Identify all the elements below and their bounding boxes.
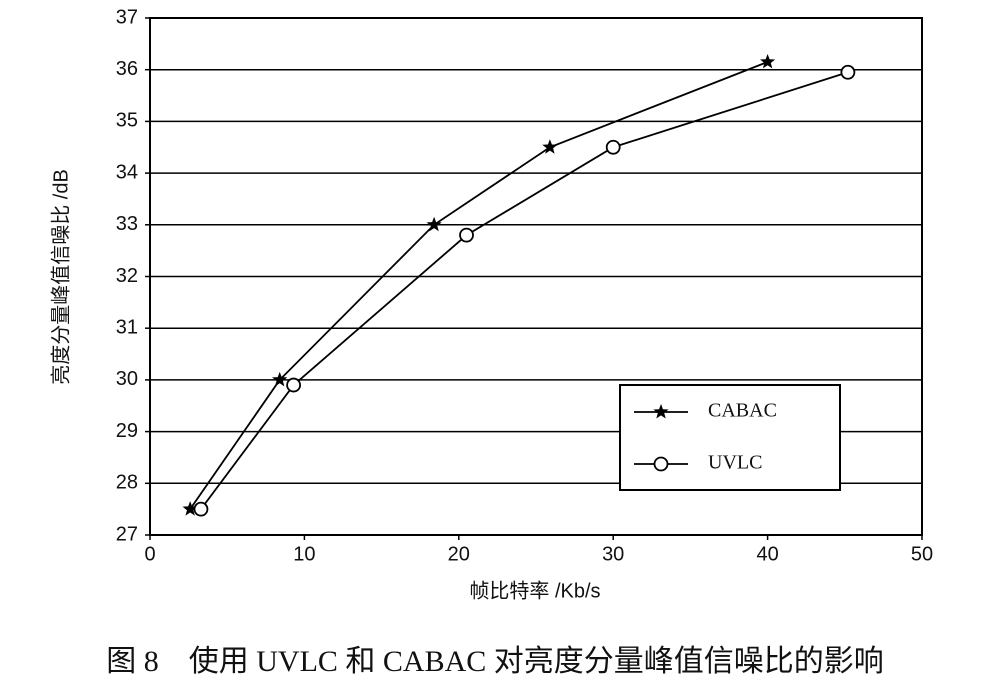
x-tick-label: 30 xyxy=(602,543,624,565)
y-tick-label: 34 xyxy=(116,161,138,183)
y-tick-label: 29 xyxy=(116,420,138,442)
legend-label: UVLC xyxy=(708,452,762,474)
marker xyxy=(182,501,198,516)
marker xyxy=(272,371,288,387)
y-tick-label: 35 xyxy=(116,110,138,132)
x-axis-label: 帧比特率 /Kb/s xyxy=(469,579,600,602)
marker xyxy=(840,64,856,80)
x-tick-label: 40 xyxy=(756,543,778,565)
legend-marker xyxy=(653,404,669,419)
y-tick-label: 37 xyxy=(116,6,138,28)
y-tick-label: 32 xyxy=(116,265,138,287)
y-tick-label: 30 xyxy=(116,368,138,390)
marker xyxy=(605,139,621,155)
marker xyxy=(759,53,776,69)
legend xyxy=(619,384,841,491)
plot-border xyxy=(149,17,923,536)
legend-marker xyxy=(653,456,669,472)
marker xyxy=(542,139,558,154)
x-tick-label: 10 xyxy=(293,543,315,565)
y-tick-label: 36 xyxy=(116,58,138,80)
y-tick-label: 31 xyxy=(116,316,138,338)
y-tick-label: 28 xyxy=(116,472,138,494)
x-tick-label: 0 xyxy=(144,543,155,565)
y-axis-label: 亮度分量峰值信噪比 /dB xyxy=(49,169,72,385)
y-tick-label: 33 xyxy=(116,213,138,235)
marker xyxy=(286,377,301,393)
marker xyxy=(426,216,442,232)
x-tick-label: 20 xyxy=(448,543,470,565)
caption: 图 8 使用 UVLC 和 CABAC 对亮度分量峰值信噪比的影响 xyxy=(106,645,884,678)
legend-label: CABAC xyxy=(708,400,777,422)
marker xyxy=(193,501,209,517)
marker xyxy=(459,227,474,243)
y-tick-label: 27 xyxy=(116,523,138,545)
x-tick-label: 50 xyxy=(911,543,933,565)
